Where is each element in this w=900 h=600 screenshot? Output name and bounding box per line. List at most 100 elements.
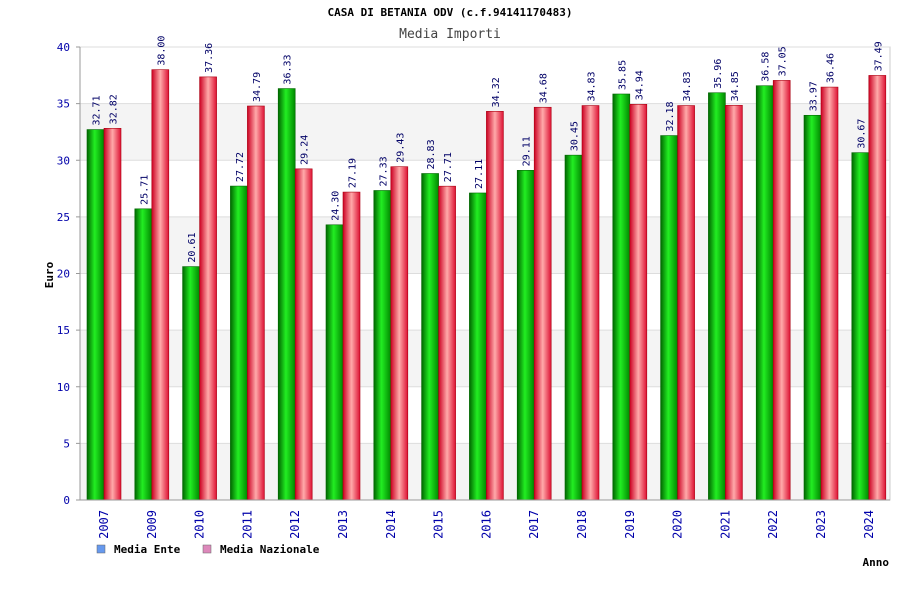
value-label-media-ente-2024: 30.67 xyxy=(856,119,867,149)
bar-media-nazionale-2022 xyxy=(772,80,791,501)
x-tick-label-2021: 2021 xyxy=(718,510,732,539)
y-tick-label-25: 25 xyxy=(57,211,70,224)
bar-media-ente-2007 xyxy=(86,129,105,501)
x-tick-label-2009: 2009 xyxy=(145,510,159,539)
x-tick-label-2014: 2014 xyxy=(384,510,398,539)
legend-swatch-media-nazionale xyxy=(202,544,212,554)
value-labels: 32.71 32.82 25.71 38.00 20.61 37.36 27.72 34.79… xyxy=(92,36,885,263)
x-tick-label-2010: 2010 xyxy=(193,510,207,539)
value-label-media-nazionale-2015: 27.71 xyxy=(443,152,454,182)
value-label-media-ente-2017: 29.11 xyxy=(522,136,533,166)
bar-media-nazionale-2009 xyxy=(151,69,170,501)
x-tick-label-2016: 2016 xyxy=(479,510,493,539)
chart-subtitle: Media Importi xyxy=(399,27,501,42)
x-tick-label-2022: 2022 xyxy=(766,510,780,539)
x-tick-label-2013: 2013 xyxy=(336,510,350,539)
y-tick-label-0: 0 xyxy=(63,494,70,507)
bar-media-ente-2010 xyxy=(182,266,200,501)
x-axis-label: Anno xyxy=(863,556,890,569)
value-label-media-ente-2010: 20.61 xyxy=(187,232,198,262)
value-label-media-ente-2011: 27.72 xyxy=(235,152,246,182)
x-tick-label-2024: 2024 xyxy=(862,510,876,539)
value-label-media-ente-2018: 30.45 xyxy=(570,121,581,151)
value-label-media-nazionale-2019: 34.94 xyxy=(634,70,645,100)
x-tick-label-2018: 2018 xyxy=(575,510,589,539)
value-label-media-nazionale-2021: 34.85 xyxy=(730,71,741,101)
bar-media-ente-2018 xyxy=(564,154,583,501)
x-tick-label-2015: 2015 xyxy=(432,510,446,539)
y-tick-label-10: 10 xyxy=(57,381,70,394)
y-tick-label-40: 40 xyxy=(57,41,70,54)
value-label-media-nazionale-2010: 37.36 xyxy=(204,43,215,73)
value-label-media-nazionale-2012: 29.24 xyxy=(300,135,311,165)
bar-media-ente-2012 xyxy=(277,88,296,501)
y-tick-label-35: 35 xyxy=(57,98,70,111)
bar-media-nazionale-2020 xyxy=(677,105,695,501)
value-label-media-ente-2012: 36.33 xyxy=(283,54,294,84)
bar-media-nazionale-2019 xyxy=(629,104,648,501)
legend-label-media-ente: Media Ente xyxy=(114,543,181,556)
value-label-media-ente-2019: 35.85 xyxy=(617,60,628,90)
value-label-media-nazionale-2023: 36.46 xyxy=(826,53,837,83)
y-tick-label-5: 5 xyxy=(63,437,70,450)
y-tick-label-15: 15 xyxy=(57,324,70,337)
x-tick-label-2017: 2017 xyxy=(527,510,541,539)
bar-media-nazionale-2016 xyxy=(486,111,504,501)
value-label-media-ente-2013: 24.30 xyxy=(331,191,342,221)
bar-media-ente-2017 xyxy=(516,170,535,501)
value-label-media-nazionale-2013: 27.19 xyxy=(348,158,359,188)
bar-media-nazionale-2017 xyxy=(533,106,552,501)
bar-media-nazionale-2007 xyxy=(103,128,122,501)
value-label-media-nazionale-2024: 37.49 xyxy=(873,41,884,71)
value-label-media-nazionale-2016: 34.32 xyxy=(491,77,502,107)
value-label-media-nazionale-2007: 32.82 xyxy=(109,94,120,124)
bar-media-ente-2013 xyxy=(325,224,344,501)
value-label-media-ente-2014: 27.33 xyxy=(378,156,389,186)
value-label-media-ente-2009: 25.71 xyxy=(139,175,150,205)
value-label-media-ente-2020: 32.18 xyxy=(665,101,676,131)
bar-media-ente-2011 xyxy=(230,185,248,501)
value-label-media-nazionale-2009: 38.00 xyxy=(156,36,167,66)
x-tick-label-2011: 2011 xyxy=(240,510,254,539)
bar-media-nazionale-2012 xyxy=(294,168,313,501)
x-tick-label-2020: 2020 xyxy=(671,510,685,539)
value-label-media-ente-2022: 36.58 xyxy=(761,52,772,82)
bar-media-ente-2020 xyxy=(660,135,678,501)
x-tick-label-2019: 2019 xyxy=(623,510,637,539)
bar-media-nazionale-2014 xyxy=(390,166,409,501)
value-label-media-nazionale-2022: 37.05 xyxy=(778,46,789,76)
x-tick-label-2012: 2012 xyxy=(288,510,302,539)
value-label-media-nazionale-2017: 34.68 xyxy=(539,73,550,103)
bars xyxy=(86,69,887,501)
legend: Media Ente Media Nazionale xyxy=(96,543,320,556)
y-tick-label-30: 30 xyxy=(57,154,70,167)
value-label-media-ente-2007: 32.71 xyxy=(92,95,103,125)
value-label-media-ente-2016: 27.11 xyxy=(474,159,485,189)
legend-label-media-nazionale: Media Nazionale xyxy=(220,543,320,556)
value-label-media-nazionale-2014: 29.43 xyxy=(395,133,406,163)
bar-media-ente-2016 xyxy=(469,192,487,501)
value-label-media-ente-2023: 33.97 xyxy=(809,81,820,111)
value-label-media-ente-2015: 28.83 xyxy=(426,139,437,169)
value-label-media-nazionale-2011: 34.79 xyxy=(252,72,263,102)
y-axis-label: Euro xyxy=(43,261,56,288)
x-tick-label-2023: 2023 xyxy=(814,510,828,539)
bar-media-nazionale-2018 xyxy=(581,105,600,501)
bar-media-ente-2019 xyxy=(612,93,631,501)
bar-media-nazionale-2013 xyxy=(342,191,361,501)
bar-media-ente-2024 xyxy=(851,152,870,501)
bar-media-nazionale-2010 xyxy=(199,76,217,501)
bar-media-ente-2022 xyxy=(755,85,774,501)
value-label-media-nazionale-2020: 34.83 xyxy=(682,71,693,101)
value-label-media-nazionale-2018: 34.83 xyxy=(587,71,598,101)
bar-media-nazionale-2024 xyxy=(868,75,887,501)
bar-media-ente-2009 xyxy=(134,208,153,501)
bar-media-nazionale-2011 xyxy=(247,105,265,501)
x-tick-label-2007: 2007 xyxy=(97,510,111,539)
chart-title: CASA DI BETANIA ODV (c.f.94141170483) xyxy=(327,6,572,19)
bar-media-nazionale-2015 xyxy=(438,185,456,501)
bar-media-ente-2014 xyxy=(373,190,392,501)
bar-media-nazionale-2023 xyxy=(820,86,839,501)
bar-media-nazionale-2021 xyxy=(725,105,743,501)
